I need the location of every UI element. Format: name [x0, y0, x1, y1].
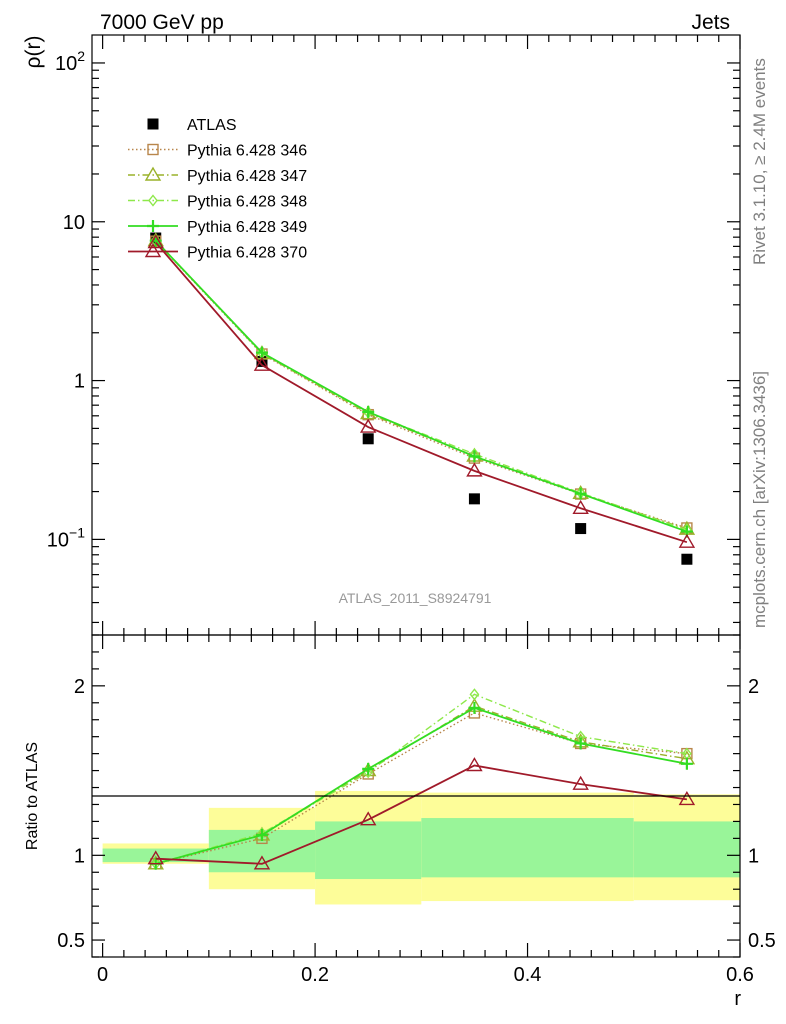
data-point	[678, 791, 696, 806]
ratio-uncertainty-bands	[102, 790, 740, 905]
legend-label: Pythia 6.428 370	[187, 245, 307, 262]
data-point	[681, 553, 693, 565]
ratio-y-tick-label-right: 2	[748, 676, 759, 698]
data-point	[468, 493, 480, 505]
series-pythia-6-428-346	[150, 235, 693, 534]
ratio-y-tick-label-right: 0.5	[748, 930, 776, 952]
ratio-y-label: Ratio to ATLAS	[24, 742, 41, 850]
legend-label: Pythia 6.428 346	[187, 143, 307, 160]
data-point	[147, 850, 164, 865]
series-line	[155, 693, 688, 865]
data-point	[147, 234, 164, 249]
ratio-band-inner	[315, 821, 422, 880]
series-pythia-6-428-347	[147, 232, 696, 535]
x-tick-label: 0.2	[301, 964, 329, 986]
rivet-label: Rivet 3.1.10, ≥ 2.4M events	[750, 58, 769, 265]
legend-label: ATLAS	[187, 117, 237, 134]
analysis-watermark: ATLAS_2011_S8924791	[339, 590, 492, 606]
legend-entry-pythia-6-428-370: Pythia 6.428 370	[128, 243, 307, 262]
ratio-y-tick-label: 2	[74, 676, 85, 698]
legend-label: Pythia 6.428 347	[187, 168, 307, 185]
data-point	[468, 450, 481, 463]
data-point	[359, 811, 377, 826]
legend-entry-pythia-6-428-348: Pythia 6.428 348	[128, 194, 307, 211]
data-point	[253, 356, 271, 371]
data-point	[468, 701, 481, 714]
main-y-tick-label: 102	[55, 48, 85, 75]
ratio-axis-ticks: 0.5 0.5 1 1 2 2 0 0.2 0.4 0.6	[57, 634, 776, 986]
data-point	[255, 346, 268, 359]
data-point	[255, 828, 268, 841]
series-pythia-6-428-348	[150, 235, 692, 536]
x-axis-label: r	[734, 988, 741, 1010]
ratio-y-tick-label: 0.5	[57, 930, 85, 952]
series-line	[155, 706, 688, 865]
data-point	[678, 533, 696, 548]
series-pythia-6-428-370	[147, 757, 696, 870]
mcplots-label: mcplots.cern.ch [arXiv:1306.3436]	[750, 371, 769, 628]
data-point	[147, 118, 159, 130]
ratio-series	[147, 688, 696, 870]
header-left: 7000 GeV pp	[100, 11, 224, 34]
legend-entry-pythia-6-428-349: Pythia 6.428 349	[128, 219, 307, 236]
legend-label: Pythia 6.428 348	[187, 194, 307, 211]
series-atlas	[150, 232, 693, 565]
ratio-y-tick-label-right: 1	[748, 845, 759, 867]
ratio-y-tick-label: 1	[74, 845, 85, 867]
data-point	[359, 418, 377, 433]
data-point	[362, 405, 375, 418]
series-line	[155, 764, 688, 865]
main-y-tick-label: 10	[63, 212, 85, 234]
x-tick-label: 0	[97, 964, 108, 986]
data-point	[147, 143, 159, 156]
x-tick-label: 0.4	[514, 964, 542, 986]
legend-entry-pythia-6-428-347: Pythia 6.428 347	[128, 166, 307, 185]
data-point	[362, 762, 375, 775]
legend-entry-atlas: ATLAS	[147, 117, 237, 134]
data-point	[362, 433, 374, 445]
data-point	[466, 462, 483, 477]
data-point	[256, 355, 268, 367]
data-point	[144, 243, 162, 258]
x-tick-label: 0.6	[726, 964, 754, 986]
data-point	[575, 523, 587, 535]
series-line	[155, 240, 688, 530]
series-line	[155, 240, 688, 533]
legend-entry-pythia-6-428-346: Pythia 6.428 346	[128, 143, 307, 160]
data-point	[148, 194, 158, 207]
data-point	[144, 166, 162, 181]
data-point	[572, 499, 589, 514]
series-line	[155, 240, 688, 531]
legend: ATLAS Pythia 6.428 346 Pythia 6.428 347 Pyt…	[128, 117, 307, 262]
ratio-band-inner	[421, 818, 634, 878]
series-pythia-6-428-349	[149, 234, 693, 538]
main-y-label: ρ(r)	[22, 36, 45, 69]
main-series	[147, 232, 696, 565]
data-point	[253, 855, 271, 870]
legend-label: Pythia 6.428 349	[187, 219, 307, 236]
data-point	[572, 775, 589, 790]
series-pythia-6-428-370	[147, 234, 696, 548]
header-right: Jets	[691, 11, 730, 34]
ratio-band-inner	[633, 821, 740, 878]
main-y-tick-label: 10−1	[47, 524, 85, 551]
data-point	[469, 688, 480, 701]
series-pythia-6-428-349	[149, 701, 693, 870]
data-point	[680, 757, 693, 770]
data-point	[147, 220, 159, 232]
data-point	[574, 737, 587, 750]
ratio-band-inner	[102, 848, 209, 863]
main-y-tick-label: 1	[74, 371, 85, 393]
data-point	[574, 487, 587, 500]
series-line	[155, 240, 688, 529]
series-line	[155, 241, 688, 544]
data-point	[466, 757, 483, 772]
